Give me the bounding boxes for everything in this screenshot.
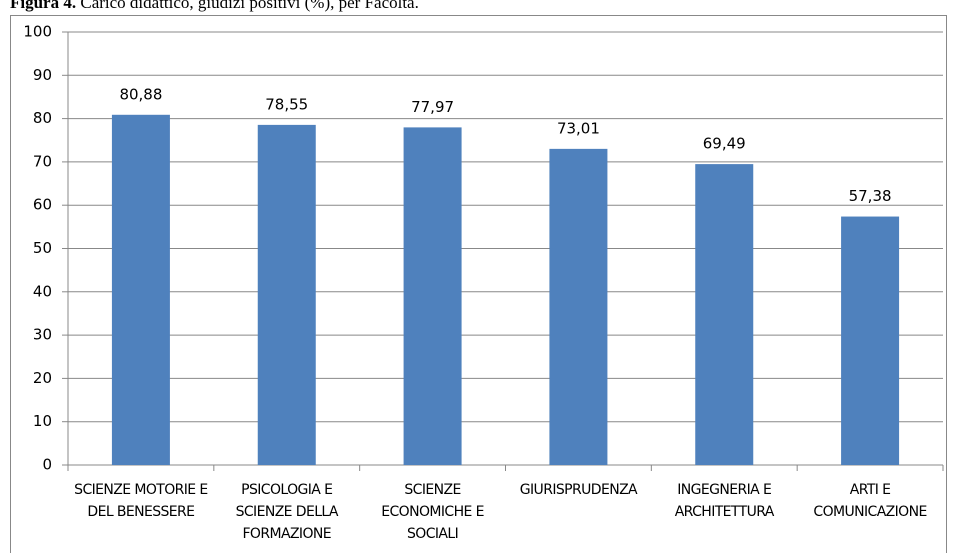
x-tick-label: INGEGNERIA E ARCHITETTURA — [674, 482, 775, 520]
y-tick-label: 20 — [33, 369, 52, 387]
value-label: 80,88 — [119, 85, 162, 103]
y-tick-label: 80 — [33, 109, 52, 127]
y-tick-label: 30 — [33, 326, 52, 344]
x-tick-label: PSICOLOGIA E SCIENZE DELLA FORMAZIONE — [235, 482, 339, 542]
y-tick-label: 60 — [33, 196, 52, 214]
title-prefix: Figura 4. — [10, 0, 77, 12]
y-tick-label: 100 — [23, 23, 52, 41]
value-label: 57,38 — [849, 187, 892, 205]
y-tick-label: 0 — [42, 456, 52, 474]
bar — [549, 148, 608, 465]
bar — [403, 127, 462, 466]
y-tick-label: 90 — [33, 66, 52, 84]
value-label: 69,49 — [703, 135, 746, 153]
chart-border — [10, 15, 947, 553]
y-tick-label: 70 — [33, 152, 52, 170]
bar — [841, 216, 900, 465]
value-label: 78,55 — [265, 95, 308, 113]
bar — [257, 124, 316, 465]
value-label: 73,01 — [557, 119, 600, 137]
x-tick-label: SCIENZE MOTORIE E DEL BENESSERE — [74, 482, 208, 520]
x-tick-label: GIURISPRUDENZA — [519, 482, 638, 498]
x-tick-label: ARTI E COMUNICAZIONE — [813, 482, 927, 520]
chart-title: Carico didattico, giudizi positivi (%), … — [80, 0, 419, 12]
y-tick-label: 10 — [33, 412, 52, 430]
bar — [695, 164, 754, 465]
bar — [111, 114, 170, 465]
x-tick-label: SCIENZE ECONOMICHE E SOCIALI — [381, 482, 484, 542]
y-tick-label: 50 — [33, 239, 52, 257]
y-tick-label: 40 — [33, 282, 52, 300]
value-label: 77,97 — [411, 98, 454, 116]
title-block: Figura 4. Carico didattico, giudizi posi… — [10, 0, 419, 13]
